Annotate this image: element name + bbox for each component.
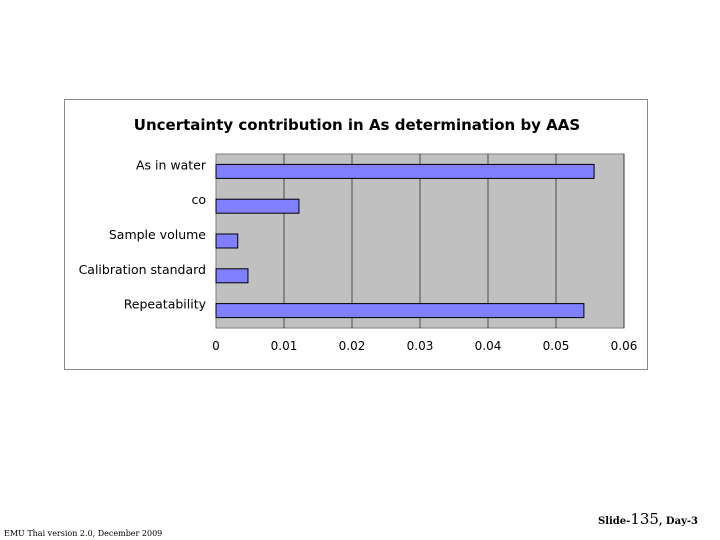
category-label: As in water	[136, 157, 207, 172]
x-tick-labels: 0 0.01 0.02 0.03 0.04 0.05 0.06	[212, 339, 637, 353]
chart-frame: Uncertainty contribution in As determina…	[64, 99, 648, 370]
x-tick-label: 0.05	[543, 339, 570, 353]
category-labels: As in water co Sample volume Calibration st…	[79, 157, 207, 311]
bar	[215, 268, 249, 284]
footer-slide-info: Slide-135, Day-3	[598, 510, 698, 528]
gridlines	[283, 154, 625, 328]
x-tick-label: 0.02	[339, 339, 366, 353]
bar	[215, 233, 239, 249]
category-label: Sample volume	[109, 227, 206, 242]
category-label: Calibration standard	[79, 262, 206, 277]
x-tick-label: 0.01	[271, 339, 298, 353]
x-tick-label: 0	[212, 339, 220, 353]
category-label: co	[191, 192, 206, 207]
bar	[215, 198, 300, 214]
bars	[215, 163, 595, 319]
bar	[215, 163, 595, 179]
x-tick-label: 0.03	[407, 339, 434, 353]
uncertainty-bar-chart: Uncertainty contribution in As determina…	[79, 116, 638, 353]
bar	[215, 303, 585, 319]
slide-prefix: Slide-	[597, 516, 631, 527]
footer-version-text: EMU Thai version 2.0, December 2009	[4, 529, 163, 538]
chart-title: Uncertainty contribution in As determina…	[134, 116, 580, 134]
slide-number: 135	[630, 510, 659, 528]
category-label: Repeatability	[124, 297, 207, 312]
slide-suffix: , Day-3	[658, 516, 698, 527]
x-tick-label: 0.06	[611, 339, 638, 353]
x-tick-label: 0.04	[475, 339, 502, 353]
